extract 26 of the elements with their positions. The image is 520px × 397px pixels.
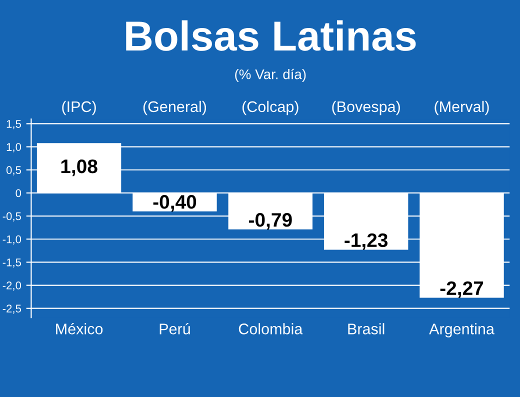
y-tick-label: -1,0 [2,235,22,245]
chart-subtitle: (% Var. día) [235,68,306,82]
y-tick-label: -2,0 [2,282,22,291]
x-tick-label: Brasil [348,323,384,334]
text: (Colcap) [242,100,298,116]
y-tick-label: 1,5 [6,120,22,130]
x-tick-label: Perú [160,322,190,334]
x-tick-label: México [56,322,103,334]
data-label: 1,08 [61,159,98,176]
text: (IPC) [62,100,96,116]
data-label: -1,23 [344,233,388,250]
x-tick-label: Colombia [238,323,303,334]
data-label: -2,27 [440,281,484,298]
x-tick-label: Argentina [429,323,494,338]
data-label: -0,40 [153,195,196,212]
y-tick-label: -1,5 [2,258,22,268]
data-label: -0,79 [249,213,292,230]
y-tick-label: -2,5 [2,304,22,314]
y-tick-label: 0 [16,189,22,198]
y-tick-label: -0,5 [2,212,22,222]
text: (Bovespa) [332,100,400,116]
chart-title: Bolsas Latinas [126,20,416,51]
text: (General) [143,100,206,116]
y-tick-label: 0,5 [6,166,22,176]
y-tick-label: 1,0 [6,143,22,152]
text: (Merval) [434,100,489,116]
